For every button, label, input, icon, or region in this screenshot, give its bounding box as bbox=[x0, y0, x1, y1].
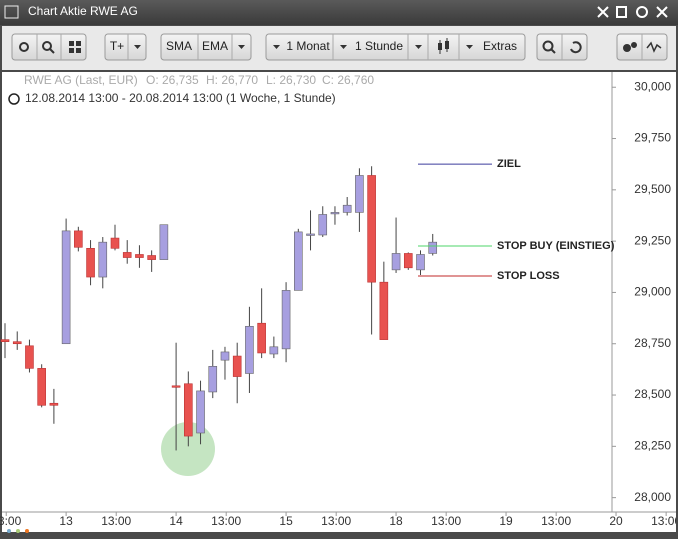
button-label[interactable]: 1 Stunde bbox=[355, 39, 403, 53]
button-label[interactable]: EMA bbox=[202, 39, 228, 53]
candle-body bbox=[208, 366, 218, 393]
clock-icon bbox=[8, 93, 20, 105]
x-tick-label: 13:00 bbox=[211, 514, 241, 528]
candle-body bbox=[281, 290, 291, 350]
candle-body bbox=[74, 230, 83, 248]
window-controls[interactable] bbox=[597, 6, 668, 18]
candle-body bbox=[232, 355, 242, 377]
x-tick-label: 13:00 bbox=[101, 514, 131, 528]
x-tick-label: 19 bbox=[499, 514, 513, 528]
x-tick-label: 20 bbox=[609, 514, 623, 528]
period: 12.08.2014 13:00 - 20.08.2014 13:00 (1 W… bbox=[25, 91, 336, 105]
y-tick-label: 28,000 bbox=[634, 490, 671, 504]
level-label: STOP BUY (EINSTIEG) bbox=[497, 240, 615, 252]
candle-body bbox=[61, 230, 71, 345]
candle-body bbox=[245, 325, 254, 374]
x-tick-label: 13 bbox=[59, 514, 73, 528]
candle-body bbox=[403, 253, 413, 269]
candle-body bbox=[428, 241, 438, 254]
instrument-info: RWE AG (Last, EUR) bbox=[24, 73, 138, 87]
candle-body bbox=[416, 254, 425, 271]
y-tick-label: 29,000 bbox=[634, 285, 671, 299]
candle-body bbox=[135, 254, 144, 258]
x-tick-label: 15 bbox=[279, 514, 293, 528]
window-icon bbox=[4, 5, 19, 19]
candle-body bbox=[25, 345, 34, 369]
y-tick-label: 29,500 bbox=[634, 182, 671, 196]
button-label[interactable]: SMA bbox=[166, 39, 192, 53]
candle-body bbox=[355, 175, 364, 213]
chart-area bbox=[2, 72, 676, 532]
candle-body bbox=[12, 341, 22, 345]
candle-body bbox=[147, 255, 156, 260]
y-tick-label: 28,750 bbox=[634, 336, 671, 350]
window-title: Chart Aktie RWE AG bbox=[28, 4, 138, 18]
button-label[interactable]: Extras bbox=[483, 39, 517, 53]
candle-body bbox=[122, 252, 132, 258]
x-tick-label: 13:00 bbox=[541, 514, 571, 528]
title-bar bbox=[0, 0, 678, 25]
ohlc-label: L: 26,730 bbox=[266, 73, 316, 87]
status-dot bbox=[25, 529, 29, 533]
highlight-circle bbox=[161, 422, 215, 476]
ohlc-label: O: 26,735 bbox=[146, 73, 199, 87]
level-label: STOP LOSS bbox=[497, 270, 560, 282]
candle-body bbox=[318, 214, 328, 236]
candle-body bbox=[49, 402, 59, 406]
candle-body bbox=[220, 351, 230, 361]
candle-body bbox=[184, 383, 193, 437]
x-tick-label: 13:00 bbox=[321, 514, 351, 528]
status-dot bbox=[16, 529, 20, 533]
level-label: ZIEL bbox=[497, 158, 521, 170]
candle-body bbox=[330, 212, 340, 215]
ohlc-label: C: 26,760 bbox=[322, 73, 374, 87]
button-label[interactable]: T+ bbox=[110, 39, 124, 53]
status-dot bbox=[7, 529, 11, 533]
candle-body bbox=[306, 233, 315, 236]
candle-body bbox=[171, 385, 181, 388]
candle-body bbox=[342, 204, 352, 213]
candle-body bbox=[391, 253, 401, 271]
candle-body bbox=[110, 237, 120, 249]
candle-body bbox=[379, 281, 389, 340]
candle-body bbox=[37, 368, 46, 406]
y-tick-label: 29,750 bbox=[634, 131, 671, 145]
button-label[interactable]: 1 Monat bbox=[286, 39, 330, 53]
x-tick-label: 13:00 bbox=[0, 514, 22, 528]
x-tick-label: 14 bbox=[169, 514, 183, 528]
y-tick-label: 30,000 bbox=[634, 79, 671, 93]
x-tick-label: 18 bbox=[389, 514, 403, 528]
candle-body bbox=[294, 231, 303, 291]
candle-body bbox=[86, 248, 95, 278]
plot: 28,000 28,250 28,500 28,750 29,000 29,250 29,5… bbox=[0, 79, 678, 528]
x-tick-label: 13:00 bbox=[651, 514, 678, 528]
toolbar-buttons[interactable] bbox=[11, 33, 668, 61]
candle-body bbox=[0, 339, 10, 342]
ohlc-label: H: 26,770 bbox=[206, 73, 258, 87]
candle-body bbox=[196, 390, 205, 434]
candle-body bbox=[257, 322, 266, 354]
candle-body bbox=[367, 175, 376, 283]
candle-body bbox=[98, 241, 108, 278]
x-tick-label: 13:00 bbox=[431, 514, 461, 528]
y-tick-label: 29,250 bbox=[634, 233, 671, 247]
y-tick-label: 28,250 bbox=[634, 439, 671, 453]
y-tick-label: 28,500 bbox=[634, 387, 671, 401]
candle-body bbox=[269, 346, 279, 355]
candle-body bbox=[159, 224, 169, 260]
